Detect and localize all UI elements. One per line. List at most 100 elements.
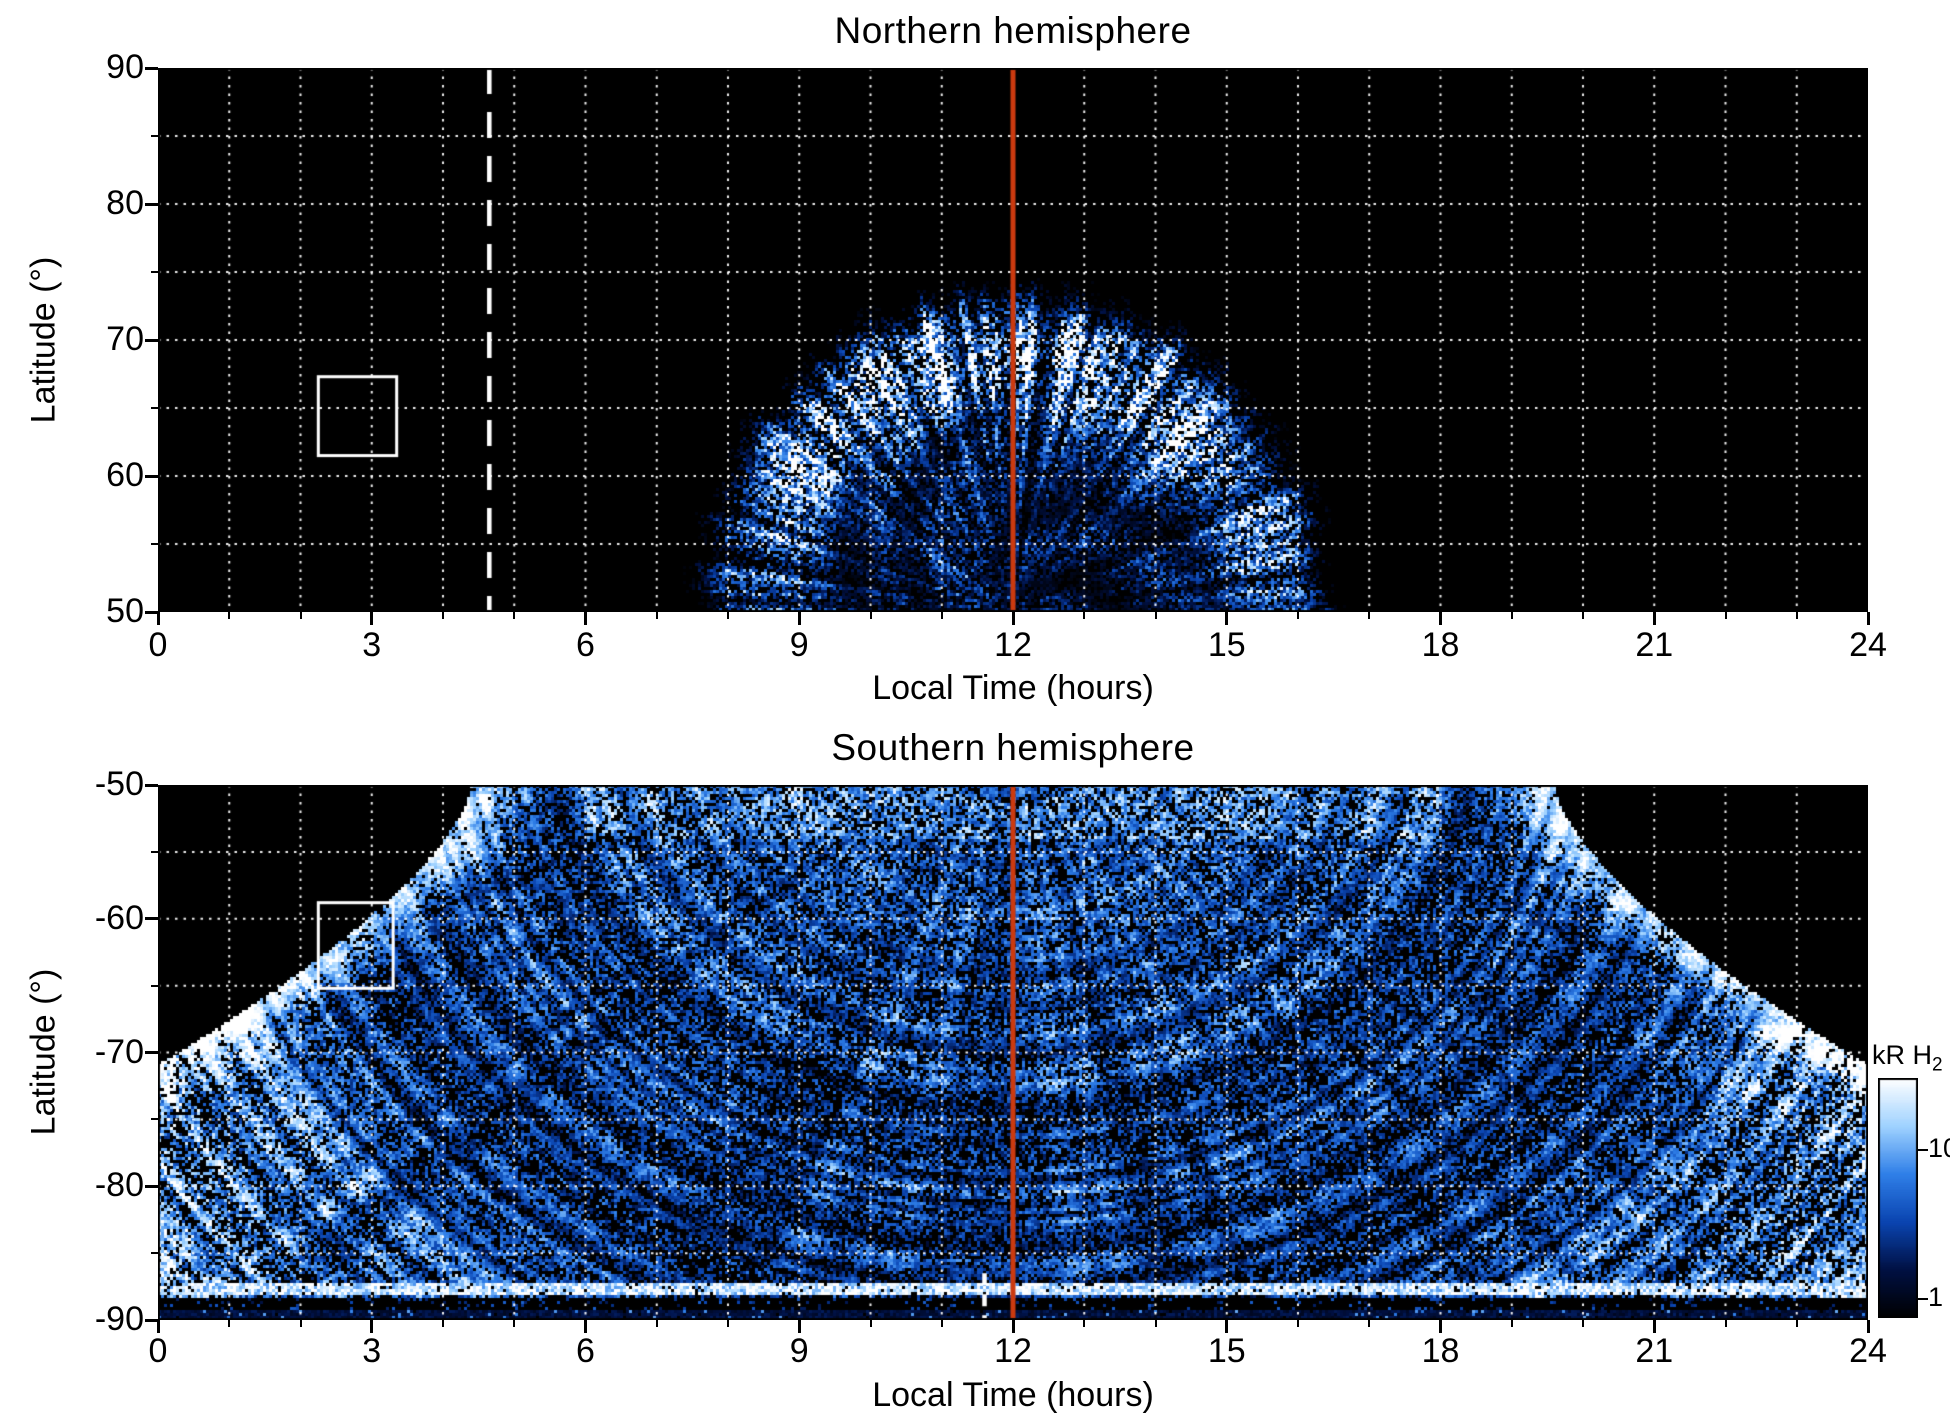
x-tick-label: 15 <box>1207 626 1246 664</box>
x-tick-label: 12 <box>994 1332 1032 1370</box>
x-minor-tick <box>1297 1320 1299 1327</box>
x-tick-label: 21 <box>1635 626 1674 664</box>
x-minor-tick <box>1582 612 1584 619</box>
x-tick-label: 0 <box>148 626 168 664</box>
x-minor-tick <box>727 1320 729 1327</box>
y-tick-label: -90 <box>94 1300 144 1338</box>
y-tick-label: 70 <box>106 320 144 358</box>
x-minor-tick <box>228 612 231 619</box>
y-minor-tick <box>151 1252 158 1255</box>
x-major-tick <box>156 1320 160 1333</box>
x-minor-tick <box>1795 612 1798 619</box>
x-major-tick <box>1652 612 1656 625</box>
x-major-tick <box>1225 1320 1229 1333</box>
x-minor-tick <box>655 612 658 619</box>
y-minor-tick <box>151 407 158 409</box>
x-minor-tick <box>299 1320 302 1327</box>
x-tick-label: 21 <box>1635 1332 1674 1370</box>
x-minor-tick <box>1368 612 1371 619</box>
x-minor-tick <box>442 1320 444 1327</box>
y-major-tick <box>145 202 158 206</box>
colorbar-gradient <box>1878 1078 1918 1318</box>
x-minor-tick <box>1582 1320 1584 1327</box>
x-minor-tick <box>1083 612 1086 619</box>
north-panel-title: Northern hemisphere <box>834 10 1192 51</box>
x-minor-tick <box>940 1320 943 1327</box>
south-heatmap <box>158 785 1868 1320</box>
y-tick-label: 60 <box>106 456 144 494</box>
y-minor-tick <box>151 1118 158 1121</box>
x-major-tick <box>156 612 160 625</box>
colorbar-tick-mark <box>1918 1297 1928 1300</box>
x-major-tick <box>370 612 374 625</box>
x-tick-label: 9 <box>789 626 809 664</box>
x-minor-tick <box>299 612 302 619</box>
x-major-tick <box>1652 1320 1656 1333</box>
y-major-tick <box>145 474 158 478</box>
x-major-tick <box>370 1320 374 1333</box>
colorbar-label-subscript: 2 <box>1932 1054 1943 1076</box>
y-major-tick <box>145 1051 158 1054</box>
y-tick-label: 50 <box>106 592 144 630</box>
y-major-tick <box>145 917 158 921</box>
x-major-tick <box>1439 1320 1442 1333</box>
x-tick-label: 6 <box>576 1332 595 1370</box>
y-major-tick <box>145 610 158 614</box>
y-tick-label: -80 <box>94 1166 144 1205</box>
x-tick-label: 3 <box>362 626 382 664</box>
x-tick-label: 18 <box>1421 626 1460 664</box>
x-tick-label: 3 <box>362 1332 382 1370</box>
x-minor-tick <box>228 1320 231 1327</box>
y-major-tick <box>145 66 158 70</box>
x-minor-tick <box>1510 1320 1513 1327</box>
north-heatmap <box>158 68 1868 612</box>
x-tick-label: 24 <box>1849 626 1887 664</box>
x-tick-label: 18 <box>1421 1332 1460 1370</box>
x-minor-tick <box>1154 612 1157 619</box>
x-minor-tick <box>1724 612 1727 619</box>
x-minor-tick <box>1510 612 1513 619</box>
x-minor-tick <box>727 612 729 619</box>
x-major-tick <box>1866 1320 1870 1333</box>
y-minor-tick <box>151 135 158 137</box>
x-minor-tick <box>1795 1320 1798 1327</box>
x-minor-tick <box>442 612 444 619</box>
x-minor-tick <box>940 612 943 619</box>
y-minor-tick <box>151 543 158 545</box>
x-minor-tick <box>1154 1320 1157 1327</box>
x-major-tick <box>797 612 801 625</box>
x-major-tick <box>1011 612 1015 625</box>
x-major-tick <box>1439 612 1442 625</box>
x-tick-label: 15 <box>1207 1332 1246 1370</box>
y-minor-tick <box>151 271 158 273</box>
colorbar-tick-label: 1 <box>1928 1281 1944 1312</box>
x-minor-tick <box>1297 612 1299 619</box>
x-major-tick <box>584 612 587 625</box>
y-minor-tick <box>151 850 158 853</box>
x-minor-tick <box>513 612 516 619</box>
x-tick-label: 12 <box>994 626 1032 664</box>
south-panel-title: Southern hemisphere <box>831 727 1195 768</box>
x-tick-label: 9 <box>789 1332 809 1370</box>
x-minor-tick <box>869 1320 872 1327</box>
x-minor-tick <box>513 1320 516 1327</box>
x-major-tick <box>1866 612 1870 625</box>
x-tick-label: 6 <box>576 626 595 664</box>
y-major-tick <box>145 1184 158 1188</box>
x-major-tick <box>1225 612 1229 625</box>
x-major-tick <box>584 1320 587 1333</box>
x-minor-tick <box>1368 1320 1371 1327</box>
y-tick-label: -50 <box>94 765 144 803</box>
y-major-tick <box>145 338 158 342</box>
colorbar-label-text: kR H <box>1872 1040 1932 1070</box>
x-minor-tick <box>1083 1320 1086 1327</box>
x-minor-tick <box>655 1320 658 1327</box>
x-tick-label: 24 <box>1849 1332 1887 1370</box>
y-major-tick <box>145 783 158 787</box>
y-minor-tick <box>151 984 158 987</box>
x-minor-tick <box>1724 1320 1727 1327</box>
x-major-tick <box>1011 1320 1015 1333</box>
y-tick-label: 80 <box>106 184 144 222</box>
y-tick-label: -60 <box>94 898 144 937</box>
